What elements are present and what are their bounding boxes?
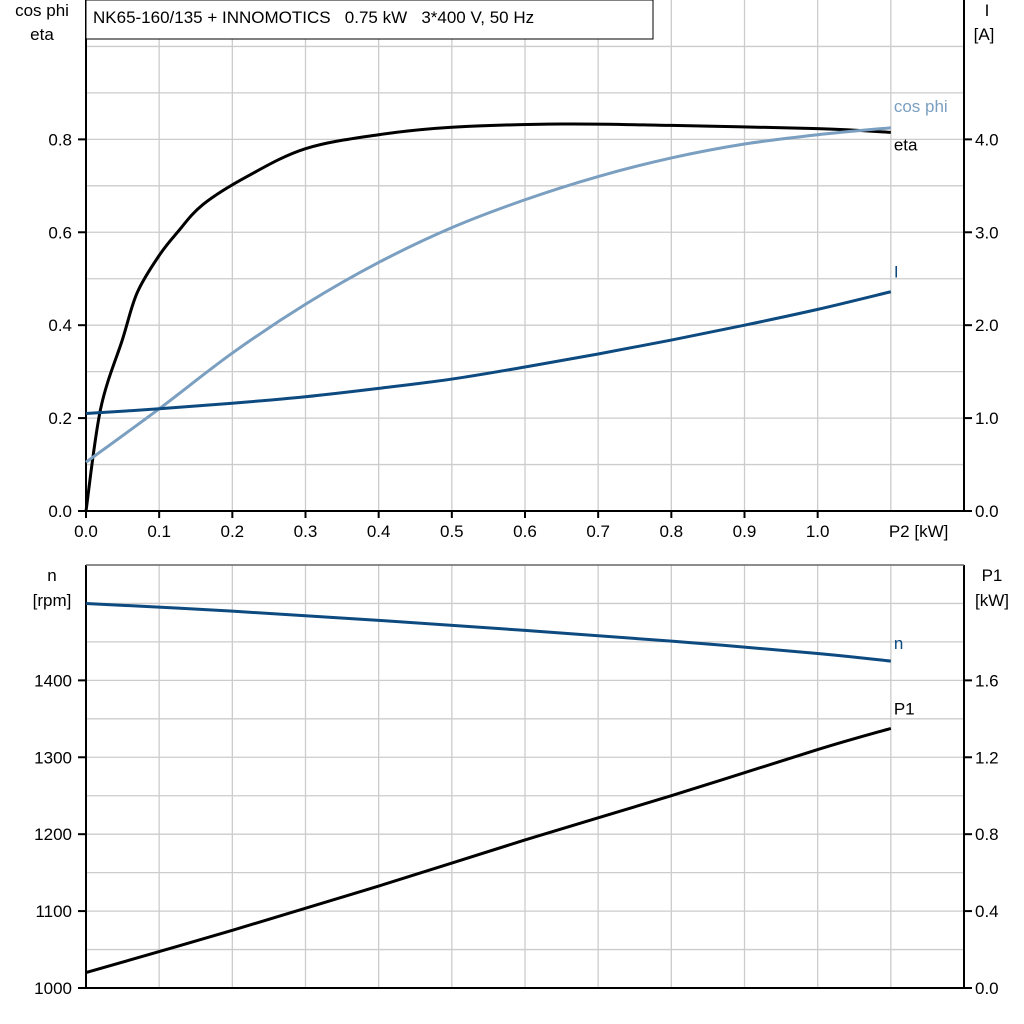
y-left-axis-label: eta <box>30 25 54 44</box>
series-line-eta <box>84 122 891 512</box>
y-left-axis-label: n <box>47 566 56 585</box>
y-left-tick-label: 0.2 <box>48 409 72 428</box>
series-label-P1: P1 <box>894 699 915 718</box>
x-tick-label: 0.4 <box>367 522 391 541</box>
y-right-tick-label: 1.2 <box>975 748 999 767</box>
x-tick-label: 0.9 <box>733 522 757 541</box>
series-line-cos-phi <box>85 126 891 464</box>
y-right-tick-label: 0.0 <box>975 502 999 521</box>
y-left-tick-label: 1400 <box>34 671 72 690</box>
series-label-I: I <box>894 263 899 282</box>
x-tick-label: 1.0 <box>806 522 830 541</box>
y-left-tick-label: 1300 <box>34 748 72 767</box>
y-right-tick-label: 4.0 <box>975 130 999 149</box>
x-tick-label: 0.0 <box>74 522 98 541</box>
series-line-I <box>85 290 892 415</box>
series-label-n: n <box>894 634 903 653</box>
x-tick-label: 0.3 <box>294 522 318 541</box>
x-tick-label: 0.1 <box>147 522 171 541</box>
y-left-tick-label: 0.0 <box>48 502 72 521</box>
y-right-tick-label: 1.6 <box>975 671 999 690</box>
chart-title: NK65-160/135 + INNOMOTICS 0.75 kW 3*400 … <box>93 8 534 27</box>
series-label-cos-phi: cos phi <box>894 97 948 116</box>
y-left-tick-label: 1100 <box>35 902 72 921</box>
labels: 0.0 0.2 0.4 0.6 0.8 0.0 1.0 2.0 3.0 4.0 0.0 0.1 0.2 0… <box>15 1 1009 998</box>
x-axis-label: P2 [kW] <box>889 522 949 541</box>
y-right-axis-label: P1 <box>982 566 1003 585</box>
y-left-tick-label: 1200 <box>34 825 72 844</box>
y-right-tick-label: 2.0 <box>975 316 999 335</box>
y-right-tick-label: 0.4 <box>975 902 999 921</box>
x-tick-label: 0.5 <box>440 522 464 541</box>
series-line-P1 <box>85 726 892 975</box>
y-left-axis-label: [rpm] <box>33 591 72 610</box>
title-box <box>85 0 654 40</box>
y-right-axis-label: [kW] <box>975 591 1009 610</box>
x-tick-label: 0.8 <box>660 522 684 541</box>
series-label-eta: eta <box>894 135 918 154</box>
y-left-axis-label: cos phi <box>15 1 69 20</box>
y-right-axis-label: I <box>985 1 990 20</box>
axes <box>78 0 972 989</box>
y-left-tick-label: 0.8 <box>48 130 72 149</box>
y-left-tick-label: 0.6 <box>48 223 72 242</box>
y-right-tick-label: 0.8 <box>975 825 999 844</box>
series-line-n <box>85 601 891 663</box>
y-left-tick-label: 1000 <box>34 979 72 998</box>
series <box>84 122 892 975</box>
x-tick-label: 0.2 <box>221 522 245 541</box>
y-right-tick-label: 1.0 <box>975 409 999 428</box>
y-left-tick-label: 0.4 <box>48 316 72 335</box>
y-right-tick-label: 3.0 <box>975 223 999 242</box>
y-right-axis-label: [A] <box>974 25 995 44</box>
x-tick-label: 0.6 <box>513 522 537 541</box>
y-right-tick-label: 0.0 <box>975 979 999 998</box>
x-tick-label: 0.7 <box>586 522 610 541</box>
